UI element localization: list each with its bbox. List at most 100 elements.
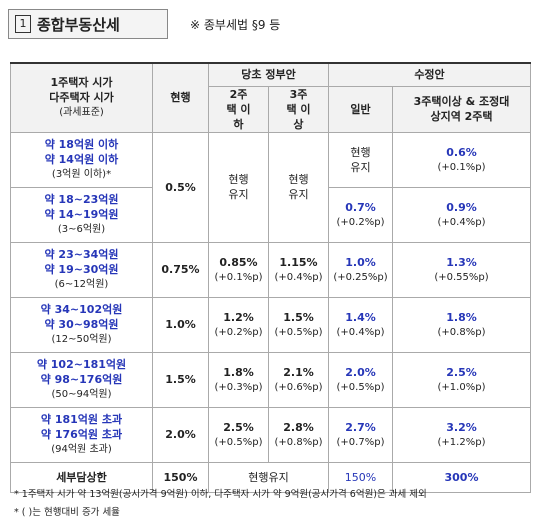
rate: 2.1% (283, 365, 314, 379)
text: 2주택 이하 (226, 87, 251, 131)
rate: 1.0% (345, 255, 376, 269)
rate: 3.2% (446, 420, 477, 434)
rate: 1.8% (446, 310, 477, 324)
price-multi: 약 98~176억원 (40, 373, 123, 386)
price-single: 약 18~23억원 (44, 193, 119, 206)
rate-cell: 2.0% (+0.5%p) (328, 351, 393, 408)
rate-cell: 현행 유지 (208, 131, 269, 243)
table-row: 약 102~181억원 약 98~176억원 (50~94억원) 1.5% 1.8% (+… (10, 351, 531, 408)
text: 3주택이상 & 조정대상지역 2주택 (413, 95, 510, 123)
rate: 1.8% (223, 365, 254, 379)
header-cell: 현행 (152, 62, 209, 133)
header-cell: 수정안 (328, 62, 531, 87)
table-row: 약 23~34억원 약 19~30억원 (6~12억원) 0.75% 0.85% (+0.… (10, 241, 531, 298)
table-body: 약 18억원 이하 약 14억원 이하 (3억원 이하)* 0.5% 현행 유지 현행 유… (10, 131, 531, 493)
header-cell: 3주택이상 & 조정대상지역 2주택 (392, 85, 531, 133)
tax-base: (6~12억원) (54, 279, 109, 290)
price-cell: 약 102~181억원 약 98~176억원 (50~94억원) (10, 351, 153, 408)
rate-diff: (+0.2%p) (336, 216, 385, 228)
footnotes: * 1주택자 시가 약 13억원(공시가격 9억원) 이하, 다주택자 시가 약… (14, 486, 427, 522)
rate-diff: (+0.6%p) (274, 381, 323, 393)
price-single: 약 18억원 이하 (44, 138, 119, 151)
title-box: 1 종합부동산세 (8, 9, 168, 39)
price-cell: 약 34~102억원 약 30~98억원 (12~50억원) (10, 296, 153, 353)
rate-diff: (+0.25%p) (333, 271, 388, 283)
header-cell: 2주택 이하 (208, 85, 269, 133)
table-row: 약 34~102억원 약 30~98억원 (12~50억원) 1.0% 1.2% (+0.… (10, 296, 531, 353)
rate: 2.5% (446, 365, 477, 379)
rate-diff: (+0.2%p) (214, 326, 263, 338)
rate: 0.9% (446, 200, 477, 214)
text: 1주택자 시가 (50, 76, 113, 90)
table-row: 약 18~23억원 약 14~19억원 (3~6억원) 0.7% (+0.2%p) 0.9… (10, 186, 531, 243)
rate-diff: (+1.0%p) (437, 381, 486, 393)
rate: 현행 유지 (350, 145, 371, 174)
rate: 현행 유지 (228, 173, 249, 201)
rate-cell: 2.5% (+1.0%p) (392, 351, 531, 408)
current-cell: 1.0% (152, 296, 209, 353)
rate-diff: (+0.55%p) (434, 271, 489, 283)
cap-row: 세부담상한 150% 현행유지 150% 300% (10, 461, 531, 493)
rate: 현행 유지 (288, 173, 309, 201)
footnote: * 1주택자 시가 약 13억원(공시가격 9억원) 이하, 다주택자 시가 약… (14, 489, 427, 500)
rate-cell: 1.8% (+0.3%p) (208, 351, 269, 408)
current-cell: 0.75% (152, 241, 209, 298)
header-cell: 1주택자 시가 다주택자 시가 (과세표준) (10, 62, 153, 133)
rate-cell: 1.8% (+0.8%p) (392, 296, 531, 353)
rate-diff: (+0.7%p) (336, 436, 385, 448)
rate: 1.15% (279, 255, 318, 269)
tax-base: (3~6억원) (57, 224, 106, 235)
rate-cell: 3.2% (+1.2%p) (392, 406, 531, 463)
rate-diff: (+0.3%p) (214, 381, 263, 393)
current-cell: 0.5% (152, 131, 209, 243)
footnote: * ( )는 현행대비 증가 세율 (14, 507, 120, 518)
cap-rev-general: 150% (328, 461, 393, 493)
tax-base: (50~94억원) (51, 389, 112, 400)
header: 1 종합부동산세 ※ 종부세법 §9 등 (8, 8, 280, 40)
rate-diff: (+0.5%p) (336, 381, 385, 393)
rate-diff: (+0.8%p) (274, 436, 323, 448)
tax-table: 1주택자 시가 다주택자 시가 (과세표준) 현행 당초 정부안 수정안 2주택 이… (10, 62, 531, 493)
current-cell: 1.5% (152, 351, 209, 408)
cap-gov: 현행유지 (208, 461, 329, 493)
price-cell: 약 18억원 이하 약 14억원 이하 (3억원 이하)* (10, 131, 153, 188)
rate-diff: (+0.1%p) (214, 271, 263, 283)
rate-cell: 1.4% (+0.4%p) (328, 296, 393, 353)
rate-diff: (+0.8%p) (437, 326, 486, 338)
text: (과세표준) (59, 107, 104, 119)
header-cell: 3주택 이상 (268, 85, 329, 133)
section-number: 1 (15, 15, 31, 33)
price-multi: 약 19~30억원 (44, 263, 119, 276)
rate-diff: (+0.4%p) (336, 326, 385, 338)
price-multi: 약 14~19억원 (44, 208, 119, 221)
price-single: 약 34~102억원 (40, 303, 123, 316)
rate-cell: 1.15% (+0.4%p) (268, 241, 329, 298)
note: ※ 종부세법 §9 등 (190, 17, 281, 32)
cap-rev-three: 300% (392, 461, 531, 493)
price-single: 약 23~34억원 (44, 248, 119, 261)
price-multi: 약 14억원 이하 (44, 153, 119, 166)
rate-cell: 2.5% (+0.5%p) (208, 406, 269, 463)
tax-base: (94억원 초과) (51, 444, 112, 455)
rate-cell: 1.2% (+0.2%p) (208, 296, 269, 353)
price-cell: 약 181억원 초과 약 176억원 초과 (94억원 초과) (10, 406, 153, 463)
rate: 1.4% (345, 310, 376, 324)
rate-cell: 0.6% (+0.1%p) (392, 131, 531, 188)
rate-diff: (+0.4%p) (437, 216, 486, 228)
rate-diff: (+0.1%p) (437, 161, 486, 173)
title: 종합부동산세 (37, 15, 120, 34)
rate-cell: 1.5% (+0.5%p) (268, 296, 329, 353)
table-row: 약 18억원 이하 약 14억원 이하 (3억원 이하)* 0.5% 현행 유지 현행 유… (10, 131, 531, 243)
rate-diff: (+0.5%p) (274, 326, 323, 338)
price-single: 약 181억원 초과 (40, 413, 123, 426)
rate: 2.8% (283, 420, 314, 434)
rate: 2.7% (345, 420, 376, 434)
header-cell: 일반 (328, 85, 393, 133)
rate-cell: 2.1% (+0.6%p) (268, 351, 329, 408)
rate: 2.5% (223, 420, 254, 434)
rate-cell: 1.0% (+0.25%p) (328, 241, 393, 298)
cap-label: 세부담상한 (10, 461, 153, 493)
